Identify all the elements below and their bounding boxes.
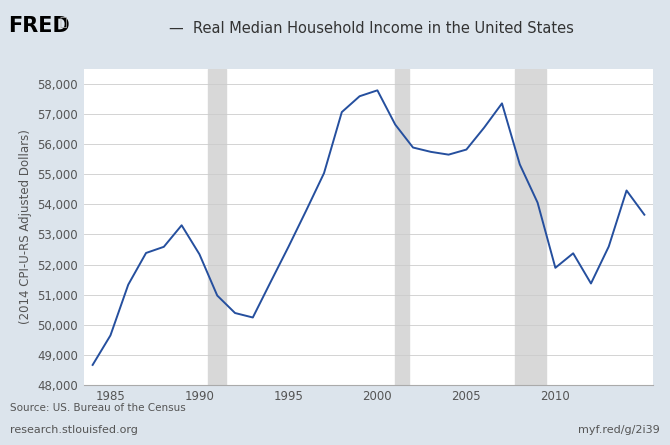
Text: Source: US. Bureau of the Census: Source: US. Bureau of the Census (10, 403, 186, 413)
Text: —  Real Median Household Income in the United States: — Real Median Household Income in the Un… (170, 21, 574, 36)
Bar (395, 69, 409, 385)
Text: myf.red/g/2i39: myf.red/g/2i39 (578, 425, 660, 435)
Text: research.stlouisfed.org: research.stlouisfed.org (10, 425, 138, 435)
Text: FRED: FRED (8, 16, 70, 36)
Y-axis label: (2014 CPI-U-RS Adjusted Dollars): (2014 CPI-U-RS Adjusted Dollars) (19, 129, 31, 324)
Bar (208, 69, 226, 385)
Text: Ⓜ: Ⓜ (59, 16, 66, 29)
Bar (515, 69, 547, 385)
